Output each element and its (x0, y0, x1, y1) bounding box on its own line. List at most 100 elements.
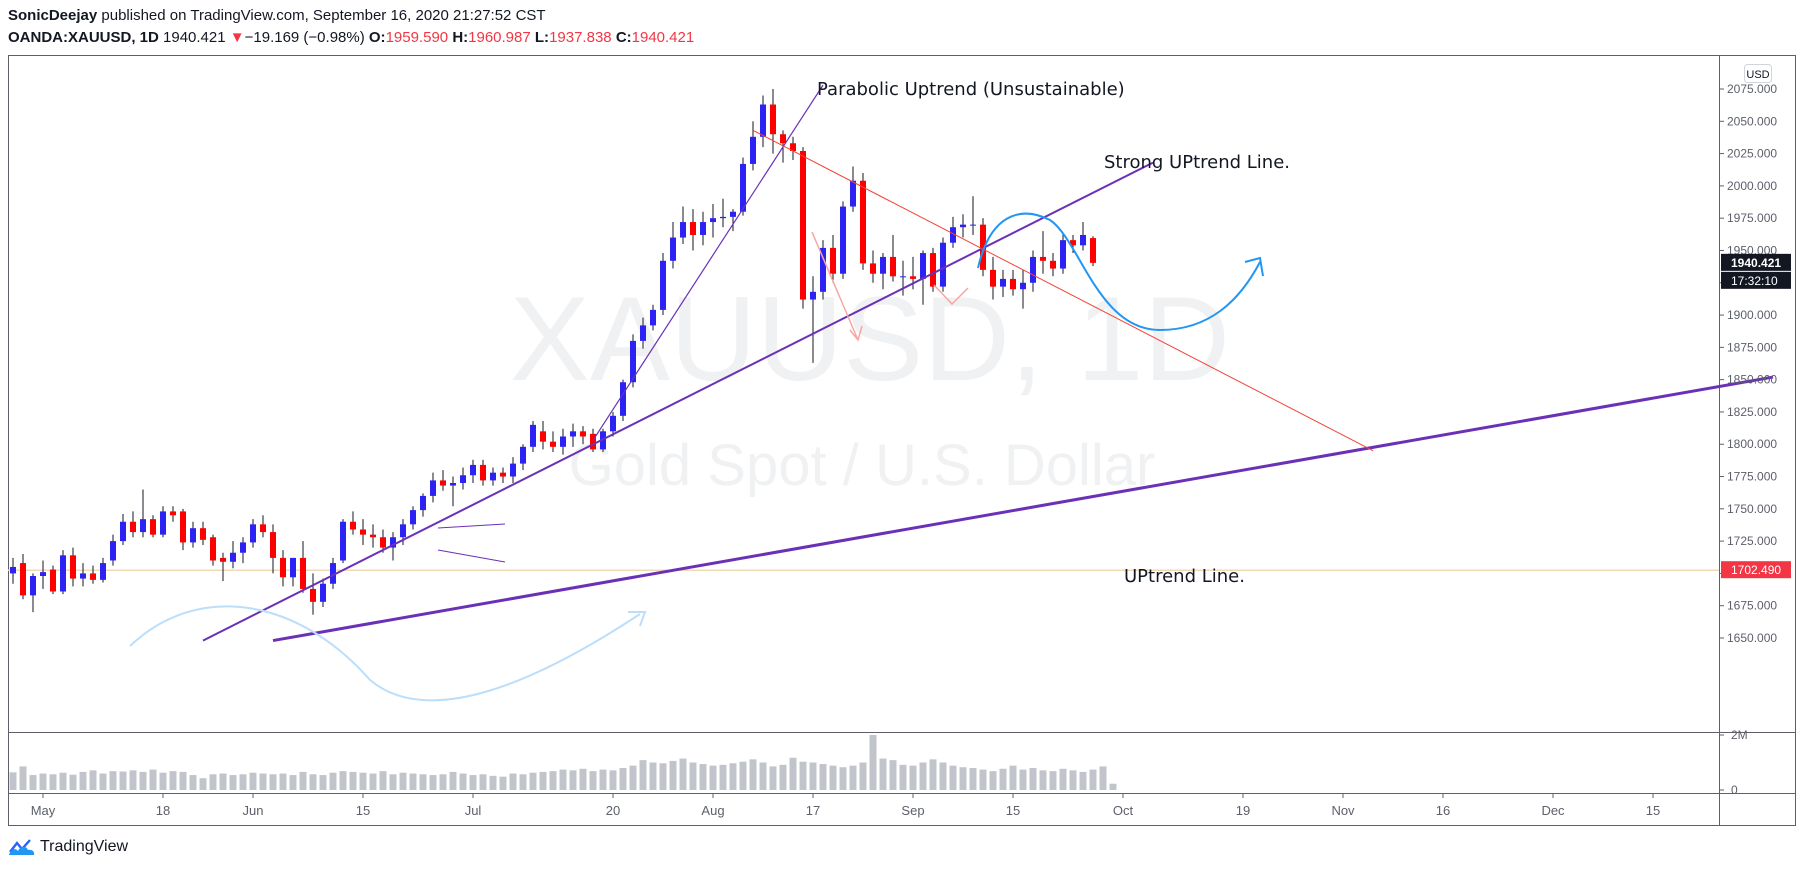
candle[interactable] (340, 519, 346, 564)
candle[interactable] (470, 459, 476, 483)
candle[interactable] (70, 547, 76, 587)
candle[interactable] (620, 379, 626, 421)
candle[interactable] (820, 240, 826, 300)
candle[interactable] (220, 552, 226, 582)
candle[interactable] (210, 534, 216, 566)
strong-uptrend-line[interactable] (202, 161, 1154, 642)
candle[interactable] (350, 511, 356, 535)
candle[interactable] (580, 426, 586, 445)
candle[interactable] (20, 554, 26, 600)
candle[interactable] (1050, 253, 1056, 277)
candle[interactable] (730, 209, 736, 232)
publisher-name[interactable]: SonicDeejay (8, 7, 98, 24)
candle[interactable] (300, 541, 306, 593)
candle[interactable] (330, 557, 336, 589)
candle[interactable] (940, 237, 946, 292)
candle[interactable] (490, 467, 496, 486)
candle[interactable] (320, 578, 326, 607)
candle[interactable] (1020, 269, 1026, 309)
candle[interactable] (890, 234, 896, 282)
candle[interactable] (870, 250, 876, 283)
candle[interactable] (540, 420, 546, 450)
candle[interactable] (310, 573, 316, 615)
candle[interactable] (120, 513, 126, 545)
projection-wave[interactable] (977, 212, 1261, 332)
candle[interactable] (510, 457, 516, 483)
candle[interactable] (180, 508, 186, 551)
candle[interactable] (60, 550, 66, 595)
candle[interactable] (230, 541, 236, 569)
candle[interactable] (930, 247, 936, 292)
candle[interactable] (520, 444, 526, 471)
candle[interactable] (790, 136, 796, 161)
candle[interactable] (150, 515, 156, 538)
candle[interactable] (650, 304, 656, 331)
candle[interactable] (610, 411, 616, 437)
candle[interactable] (250, 519, 256, 548)
candle[interactable] (530, 420, 536, 452)
candle[interactable] (160, 506, 166, 538)
candle[interactable] (460, 467, 466, 490)
candle[interactable] (450, 476, 456, 507)
annotation-parabolic[interactable]: Parabolic Uptrend (Unsustainable) (817, 79, 1125, 100)
candle[interactable] (750, 121, 756, 171)
candle[interactable] (200, 521, 206, 545)
ticker-symbol[interactable]: OANDA:XAUUSD, 1D (8, 29, 159, 46)
candle[interactable] (10, 557, 16, 584)
candle[interactable] (800, 147, 806, 309)
candle[interactable] (240, 537, 246, 564)
candle[interactable] (560, 428, 566, 455)
candle[interactable] (100, 557, 106, 583)
candle[interactable] (1060, 232, 1066, 274)
candle[interactable] (500, 467, 506, 483)
candle[interactable] (370, 524, 376, 548)
candle[interactable] (1040, 231, 1046, 274)
candle[interactable] (660, 253, 666, 316)
candle[interactable] (770, 89, 776, 154)
candle[interactable] (1000, 269, 1006, 297)
past-projection-path[interactable] (129, 605, 641, 702)
candle[interactable] (50, 565, 56, 595)
candle[interactable] (360, 519, 366, 545)
candle[interactable] (480, 459, 486, 486)
triangle-pattern[interactable] (437, 523, 506, 563)
candle[interactable] (740, 157, 746, 216)
currency-button[interactable]: USD (1744, 64, 1772, 83)
candle[interactable] (90, 565, 96, 584)
candle[interactable] (140, 489, 146, 538)
candle[interactable] (430, 472, 436, 503)
tradingview-brand[interactable]: TradingView (8, 838, 128, 856)
candle[interactable] (720, 198, 726, 228)
resistance-line[interactable] (752, 129, 1374, 452)
candle[interactable] (190, 521, 196, 548)
candle[interactable] (710, 203, 716, 238)
candle[interactable] (960, 214, 966, 238)
candle[interactable] (690, 209, 696, 251)
candle[interactable] (390, 532, 396, 561)
candle[interactable] (410, 506, 416, 530)
annotation-uptrend[interactable]: UPtrend Line. (1124, 566, 1245, 587)
candle[interactable] (680, 206, 686, 245)
candle[interactable] (260, 515, 266, 538)
candle[interactable] (270, 524, 276, 574)
candle[interactable] (380, 529, 386, 553)
candle[interactable] (670, 222, 676, 269)
parabolic-uptrend-line[interactable] (592, 84, 824, 441)
candle[interactable] (1030, 250, 1036, 292)
candle[interactable] (440, 470, 446, 491)
candle[interactable] (1090, 236, 1096, 267)
candle[interactable] (640, 317, 646, 349)
candle[interactable] (830, 234, 836, 283)
candle[interactable] (850, 166, 856, 212)
candle[interactable] (1080, 222, 1086, 251)
candle[interactable] (860, 172, 866, 270)
annotation-strong-uptrend[interactable]: Strong UPtrend Line. (1104, 152, 1290, 173)
candle[interactable] (420, 493, 426, 517)
candle[interactable] (570, 423, 576, 447)
candle[interactable] (290, 557, 296, 587)
candle[interactable] (970, 196, 976, 235)
candle[interactable] (840, 201, 846, 279)
candle[interactable] (700, 211, 706, 246)
candle[interactable] (810, 276, 816, 363)
candle[interactable] (760, 95, 766, 148)
